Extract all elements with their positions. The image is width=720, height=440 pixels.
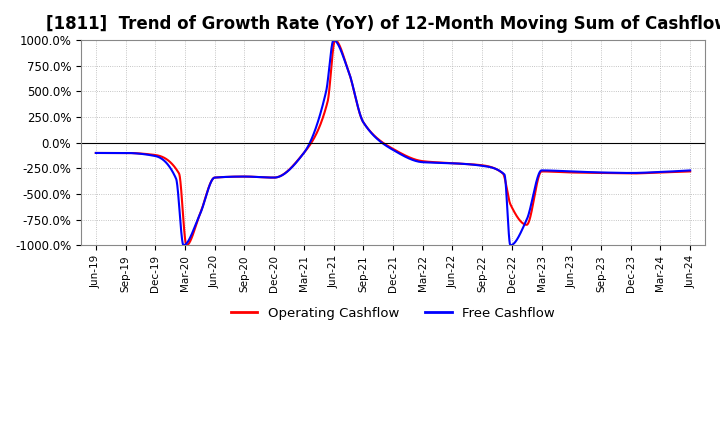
Title: [1811]  Trend of Growth Rate (YoY) of 12-Month Moving Sum of Cashflows: [1811] Trend of Growth Rate (YoY) of 12-… — [46, 15, 720, 33]
Legend: Operating Cashflow, Free Cashflow: Operating Cashflow, Free Cashflow — [225, 301, 560, 325]
